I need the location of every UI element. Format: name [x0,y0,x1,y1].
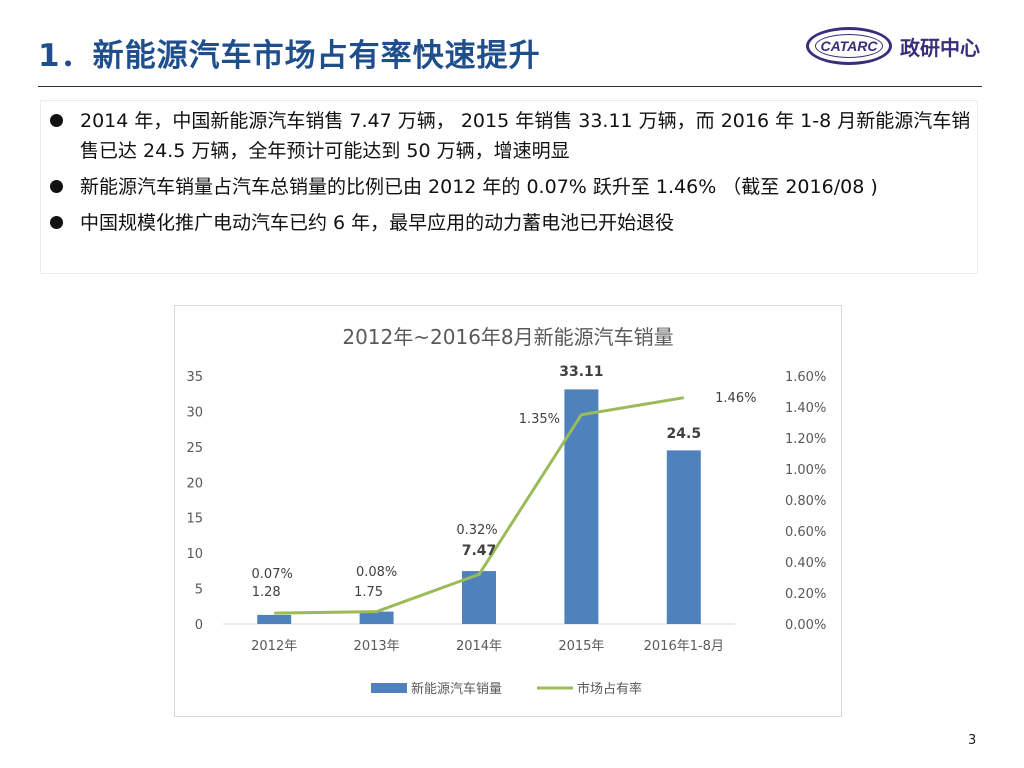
y-tick-label: 20 [186,476,203,491]
bar-value-label: 1.75 [354,585,383,600]
bullet-dot-icon [50,216,63,229]
y2-tick-label: 1.40% [785,401,826,416]
bar-value-label: 24.5 [667,426,702,442]
bullet-dot-icon [50,180,63,193]
line-value-label: 0.07% [252,567,293,582]
logo: CATARC 政研中心 [806,26,980,66]
bar-value-label: 33.11 [559,364,603,380]
y2-tick-label: 1.60% [785,370,826,385]
bullet-dot-icon [50,114,63,127]
bar [257,614,292,624]
bar-value-label: 7.47 [462,543,497,559]
bullet-text: 新能源汽车销量占汽车总销量的比例已由 2012 年的 0.07% 跃升至 1.4… [80,176,878,198]
x-tick-label: 2016年1-8月 [644,639,724,654]
y-tick-label: 0 [195,618,203,633]
title-divider [38,86,982,87]
logo-text: CATARC [820,38,878,54]
y-tick-label: 30 [186,405,203,420]
bullet-text: 2014 年，中国新能源汽车销售 7.47 万辆， 2015 年销售 33.11… [80,110,971,162]
y2-tick-label: 0.20% [785,587,826,602]
y2-tick-label: 1.20% [785,432,826,447]
x-tick-label: 2013年 [354,639,400,654]
y2-tick-label: 0.60% [785,525,826,540]
line-value-label: 1.35% [519,412,560,427]
bar [666,450,701,624]
bar [564,389,599,624]
logo-emblem: CATARC [806,27,892,65]
bullet-text: 中国规模化推广电动汽车已约 6 年，最早应用的动力蓄电池已开始退役 [80,212,675,234]
bullet-item: 2014 年，中国新能源汽车销售 7.47 万辆， 2015 年销售 33.11… [50,106,980,166]
legend-line-label: 市场占有率 [577,681,642,697]
x-tick-label: 2012年 [251,639,297,654]
chart-frame: 2012年~2016年8月新能源汽车销量 0 5 10 15 20 25 30 35 0.00% 0… [174,305,842,717]
legend-bar-label: 新能源汽车销量 [411,681,502,697]
y2-tick-label: 0.80% [785,494,826,509]
x-tick-label: 2015年 [558,639,604,654]
y2-tick-label: 1.00% [785,463,826,478]
y-tick-label: 25 [186,441,203,456]
y-tick-label: 10 [186,547,203,562]
bar [359,611,394,624]
y-tick-label: 5 [195,583,203,598]
share-line [274,396,685,615]
chart-title: 2012年~2016年8月新能源汽车销量 [342,325,673,349]
y2-tick-label: 0.40% [785,556,826,571]
legend-bar-swatch [371,683,407,693]
bullet-item: 中国规模化推广电动汽车已约 6 年，最早应用的动力蓄电池已开始退役 [50,208,980,238]
sales-chart: 2012年~2016年8月新能源汽车销量 0 5 10 15 20 25 30 35 0.00% 0… [186,325,826,697]
bullet-list: 2014 年，中国新能源汽车销售 7.47 万辆， 2015 年销售 33.11… [50,106,980,244]
bullet-item: 新能源汽车销量占汽车总销量的比例已由 2012 年的 0.07% 跃升至 1.4… [50,172,980,202]
bullet-box [40,100,978,274]
line-value-label: 0.32% [456,523,497,538]
y-tick-label: 35 [186,370,203,385]
logo-org-name: 政研中心 [900,35,980,60]
line-value-label: 0.08% [356,565,397,580]
y2-tick-label: 0.00% [785,618,826,633]
y-tick-label: 15 [186,512,203,527]
page-number: 3 [968,733,977,748]
line-value-label: 1.46% [715,391,756,406]
x-tick-label: 2014年 [456,639,502,654]
page-title: 1．新能源汽车市场占有率快速提升 [38,38,541,74]
bar-value-label: 1.28 [252,585,281,600]
